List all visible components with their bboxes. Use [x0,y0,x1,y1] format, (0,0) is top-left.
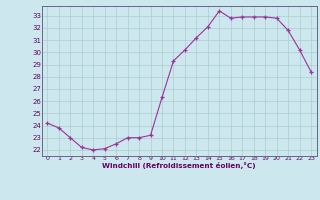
X-axis label: Windchill (Refroidissement éolien,°C): Windchill (Refroidissement éolien,°C) [102,162,256,169]
